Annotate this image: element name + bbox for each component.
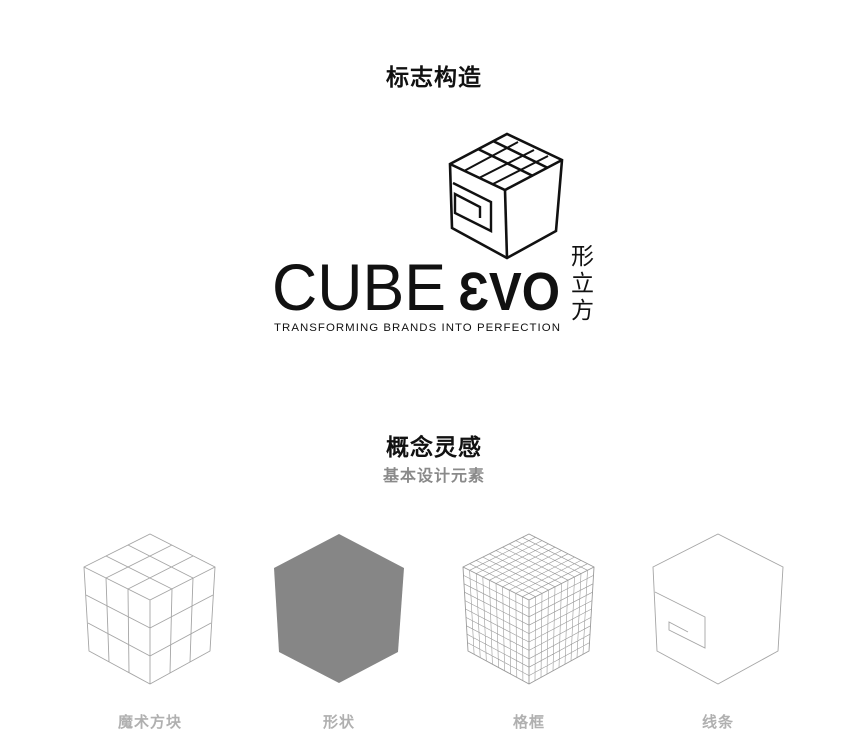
section-title-logo-construction: 标志构造 <box>386 65 482 91</box>
logo-word-cube: CUBE <box>272 250 446 324</box>
cube-evo-logo-icon <box>448 132 564 260</box>
caption-rubik-cube: 魔术方块 <box>117 713 182 731</box>
caption-shape: 形状 <box>322 713 355 731</box>
section-title-concept: 概念灵感 <box>386 435 482 461</box>
grid-cube-lines <box>463 537 594 681</box>
solid-cube-icon <box>274 534 404 683</box>
logo-chinese-char-1: 形 <box>571 244 594 270</box>
logo: CUBE ƐVO 形 立 方 TRANSFORMING BRANDS INTO … <box>272 132 594 334</box>
rubik-cube-icon <box>83 533 216 685</box>
grid-cube-icon <box>462 533 595 685</box>
caption-lines: 线条 <box>701 713 734 731</box>
line-cube-icon <box>652 533 784 685</box>
logo-tagline: TRANSFORMING BRANDS INTO PERFECTION <box>274 322 561 334</box>
design-elements-row <box>83 533 784 685</box>
logo-chinese-char-2: 立 <box>571 271 594 297</box>
section-subtitle: 基本设计元素 <box>382 466 485 485</box>
logo-word-evo: ƐVO <box>458 262 560 322</box>
caption-grid: 格框 <box>512 713 545 731</box>
logo-chinese-char-3: 方 <box>571 298 594 324</box>
